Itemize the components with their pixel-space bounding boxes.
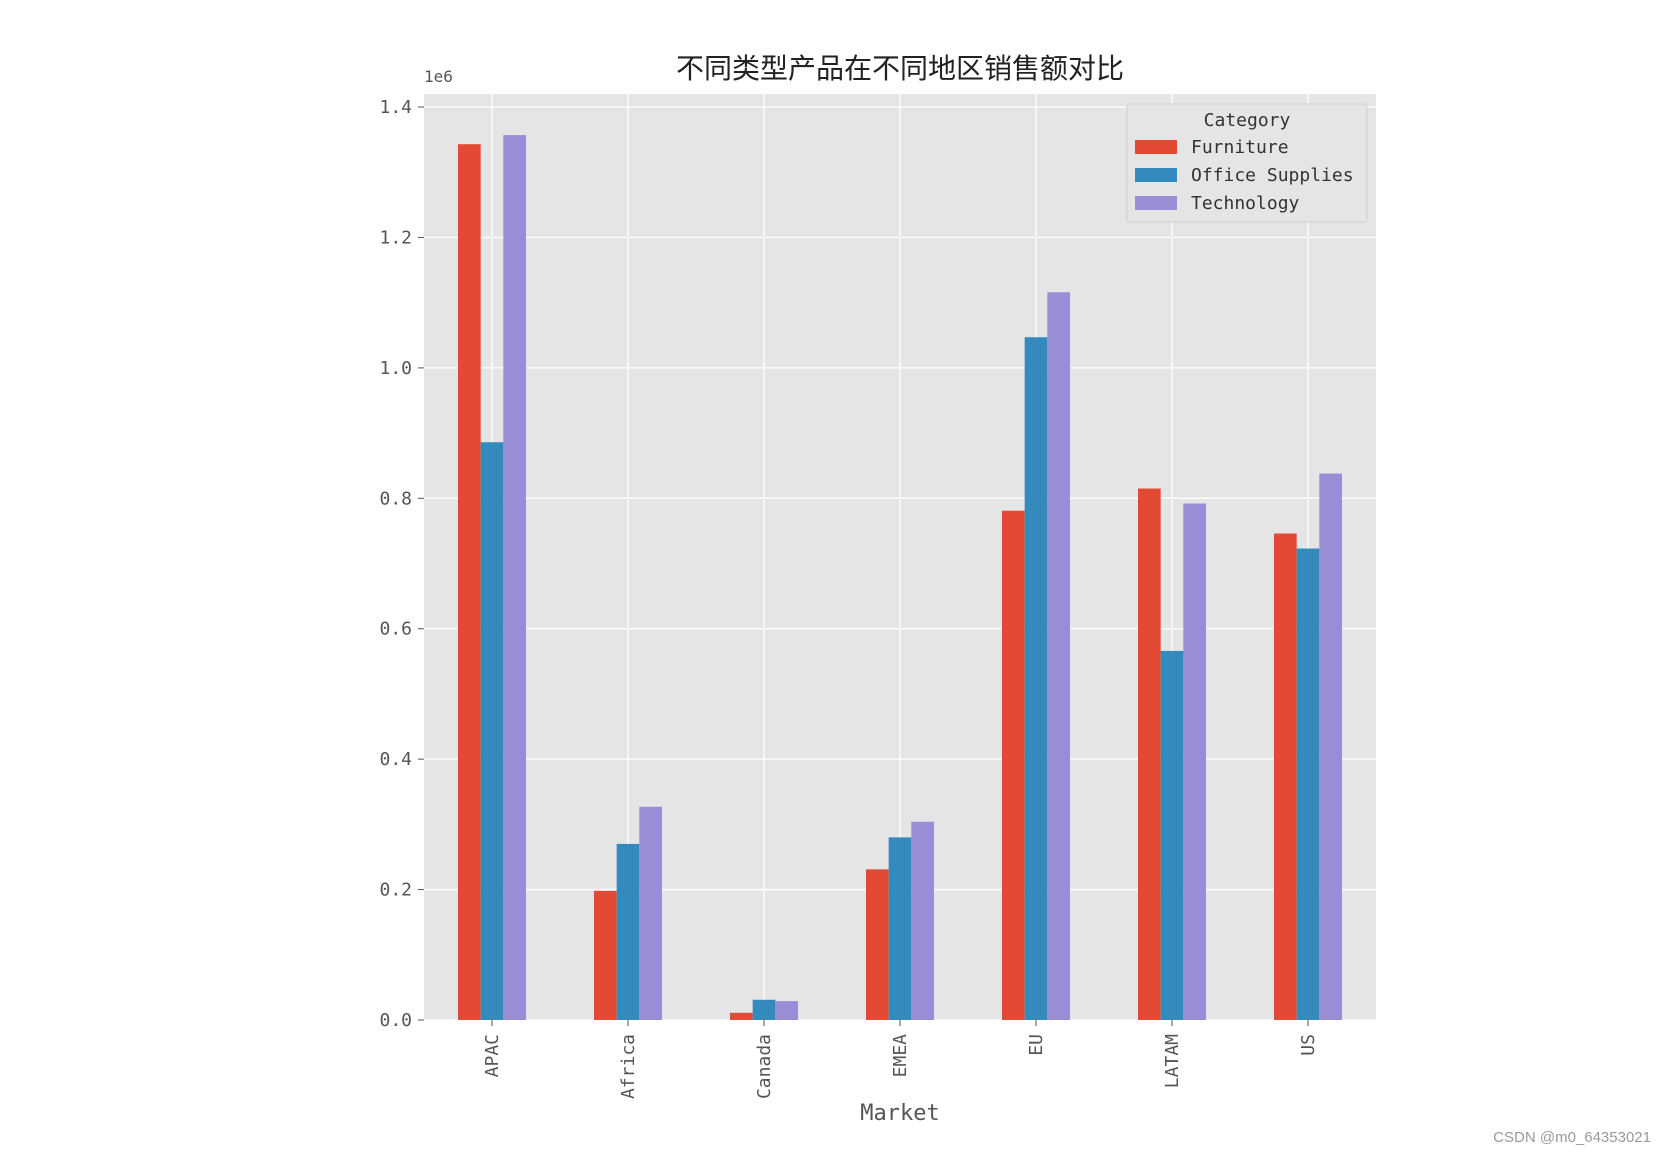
bar-technology xyxy=(775,1001,798,1020)
bar-furniture xyxy=(1138,488,1161,1020)
legend-label: Office Supplies xyxy=(1191,165,1354,186)
bar-office-supplies xyxy=(1160,650,1184,1020)
y-tick-label: 0.2 xyxy=(379,880,412,901)
x-tick-label: EMEA xyxy=(890,1034,911,1078)
bar-technology xyxy=(639,806,662,1020)
x-tick-label: Africa xyxy=(618,1034,639,1099)
x-tick-label: Canada xyxy=(754,1034,775,1099)
bar-furniture xyxy=(594,890,617,1020)
x-tick-label: EU xyxy=(1026,1034,1047,1056)
bar-office-supplies xyxy=(888,837,912,1020)
legend-label: Technology xyxy=(1191,193,1300,214)
watermark: CSDN @m0_64353021 xyxy=(1493,1129,1651,1146)
bar-technology xyxy=(503,135,526,1020)
bar-office-supplies xyxy=(1296,548,1320,1020)
bar-furniture xyxy=(866,869,889,1020)
bar-technology xyxy=(1183,503,1206,1021)
y-tick-label: 0.4 xyxy=(379,749,412,770)
y-tick-label: 1.2 xyxy=(379,227,412,248)
bar-furniture xyxy=(458,144,481,1021)
bar-office-supplies xyxy=(1024,337,1048,1020)
legend-label: Furniture xyxy=(1191,137,1289,158)
chart-title: 不同类型产品在不同地区销售额对比 xyxy=(676,52,1124,85)
bar-furniture xyxy=(730,1012,753,1020)
y-tick-label: 0.8 xyxy=(379,488,412,509)
legend-swatch xyxy=(1135,196,1177,210)
bar-furniture xyxy=(1002,510,1025,1020)
bar-office-supplies xyxy=(752,999,776,1020)
legend-swatch xyxy=(1135,168,1177,182)
y-tick-label: 1.0 xyxy=(379,358,412,379)
x-tick-label: APAC xyxy=(482,1034,503,1077)
legend-box xyxy=(1126,103,1368,223)
y-tick-label: 0.6 xyxy=(379,619,412,640)
y-tick-label: 1.4 xyxy=(379,97,412,118)
legend-swatch xyxy=(1135,140,1177,154)
bar-office-supplies xyxy=(480,442,504,1021)
bar-office-supplies xyxy=(616,843,640,1020)
bar-furniture xyxy=(1274,533,1297,1020)
legend-title: Category xyxy=(1204,110,1291,131)
x-tick-label: LATAM xyxy=(1162,1034,1183,1088)
bar-technology xyxy=(1047,292,1070,1020)
y-tick-label: 0.0 xyxy=(379,1010,412,1031)
bar-technology xyxy=(911,821,934,1020)
x-axis-label: Market xyxy=(860,1101,939,1126)
bar-technology xyxy=(1319,473,1342,1021)
x-tick-label: US xyxy=(1298,1034,1319,1056)
y-scale-label: 1e6 xyxy=(424,67,453,86)
